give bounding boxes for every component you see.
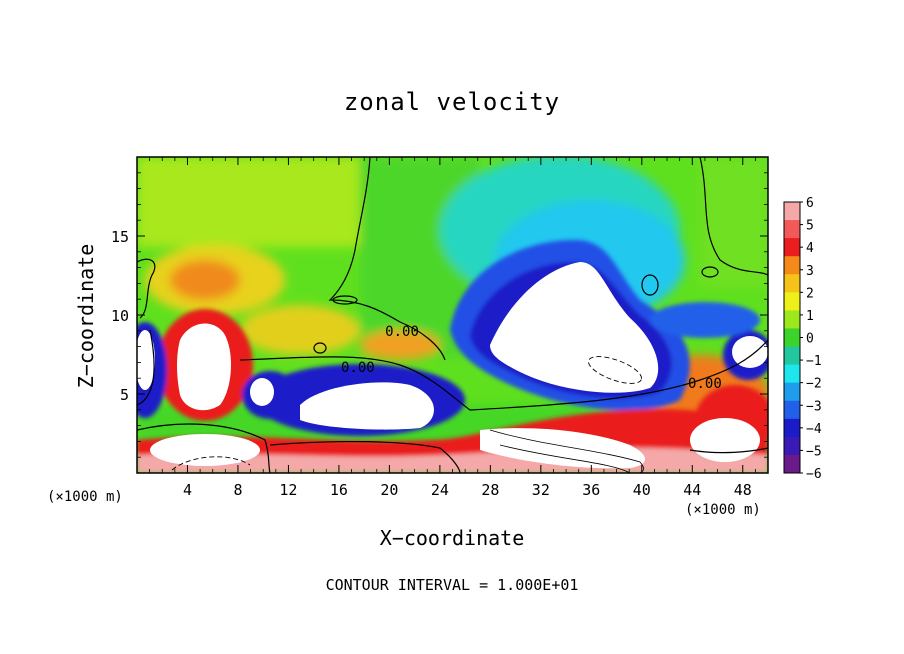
colorbar-label: 4 <box>806 241 814 256</box>
colorbar-label: −1 <box>806 354 822 369</box>
field-right-green <box>700 157 768 287</box>
field-white-cell-bottom-left <box>150 434 260 466</box>
colorbar-label: 6 <box>806 196 814 211</box>
x-axis-label: X−coordinate <box>379 526 525 550</box>
contour-interval-note: CONTOUR INTERVAL = 1.000E+01 <box>325 576 579 594</box>
colorbar-swatch <box>784 418 800 438</box>
colorbar-swatch <box>784 274 800 293</box>
contour-lower-thin-2 <box>499 444 631 473</box>
x-tick-label: 44 <box>683 481 701 499</box>
contour-small-loop-2 <box>701 266 719 278</box>
x-tick-label: 24 <box>431 481 449 499</box>
x-tick-label: 28 <box>481 481 499 499</box>
colorbar-label: −3 <box>806 399 822 414</box>
colorbar-label: 1 <box>806 309 814 324</box>
velocity-field: 0.00 0.00 0.00 <box>137 157 768 473</box>
colorbar-swatch <box>784 220 800 239</box>
x-tick-label: 36 <box>582 481 600 499</box>
colorbar-label: 2 <box>806 286 814 301</box>
field-white-cell-right-small <box>732 336 768 368</box>
contour-lower-thin-1 <box>489 429 645 473</box>
field-white-cell-middle <box>300 382 434 430</box>
colorbar-swatch <box>784 364 800 384</box>
x-tick-label: 8 <box>233 481 242 499</box>
y-tick-label: 5 <box>120 386 129 404</box>
field-orange-patch <box>170 260 240 300</box>
contour-zero-upper <box>328 157 446 361</box>
contour-small-loop-1 <box>641 274 659 296</box>
contour-zero-lower-left <box>137 423 271 473</box>
contour-small-loop-3 <box>313 342 327 354</box>
colorbar-swatch <box>784 310 800 329</box>
colorbar-swatch <box>784 328 800 348</box>
colorbar-swatch <box>784 202 800 221</box>
contour-zero-left <box>137 258 156 319</box>
x-tick-label: 48 <box>734 481 752 499</box>
x-tick-label: 20 <box>380 481 398 499</box>
contour-negative-lines <box>171 356 642 471</box>
x-axis-unit-note-right: (×1000 m) <box>685 502 761 518</box>
field-yellow-patch-2 <box>240 305 360 355</box>
y-tick-label: 15 <box>111 228 129 246</box>
colorbar-swatch <box>784 292 800 311</box>
colorbar-label: −4 <box>806 422 822 437</box>
contour-zero-left-cell <box>137 329 155 406</box>
x-tick-label: 32 <box>532 481 550 499</box>
contour-zero-lower-right <box>689 447 768 454</box>
field-orange-patch-2 <box>360 330 440 360</box>
contour-zero-right <box>699 157 768 276</box>
colorbar-label: −6 <box>806 467 822 482</box>
field-upper-left-band <box>137 157 367 247</box>
colorbar-swatch <box>784 400 800 420</box>
colorbar-label: 5 <box>806 219 814 234</box>
colorbar-swatch <box>784 436 800 456</box>
colorbar: 6 5 4 3 2 1 0 −1 −2 −3 −4 −5 −6 <box>783 196 822 482</box>
contour-negative-bottom-left <box>171 456 251 471</box>
contour-negative-loop-right <box>588 356 642 384</box>
field-white-cell-small <box>250 378 274 406</box>
colorbar-swatch <box>784 346 800 366</box>
x-tick-label: 40 <box>633 481 651 499</box>
field-white-cell-left-edge <box>137 330 155 390</box>
x-tick-label: 12 <box>279 481 297 499</box>
colorbar-label: −2 <box>806 377 822 392</box>
contour-label: 0.00 <box>688 376 722 392</box>
colorbar-label: 3 <box>806 264 814 279</box>
x-tick-label: 4 <box>183 481 192 499</box>
chart-title: zonal velocity <box>343 88 561 116</box>
colorbar-swatch <box>784 238 800 257</box>
contour-lines <box>137 157 768 473</box>
colorbar-swatch <box>784 256 800 275</box>
y-tick-label: 10 <box>111 307 129 325</box>
colorbar-label: 0 <box>806 332 814 347</box>
field-white-cell-left <box>177 323 232 411</box>
field-white-cell-bottom-right <box>690 418 760 462</box>
contour-small-loop-4 <box>332 295 358 305</box>
contour-label: 0.00 <box>385 324 419 340</box>
contour-label: 0.00 <box>341 360 375 376</box>
contour-zero-lower-mid <box>269 440 461 473</box>
colorbar-swatch <box>784 382 800 402</box>
colorbar-label: −5 <box>806 444 822 459</box>
x-tick-label: 16 <box>330 481 348 499</box>
x-axis-unit-note-left: (×1000 m) <box>47 489 123 505</box>
contour-zero-middle <box>239 339 768 411</box>
contour-label-group: 0.00 0.00 0.00 <box>341 324 722 392</box>
field-right-blue-streak <box>650 302 760 338</box>
colorbar-swatch <box>784 454 800 474</box>
